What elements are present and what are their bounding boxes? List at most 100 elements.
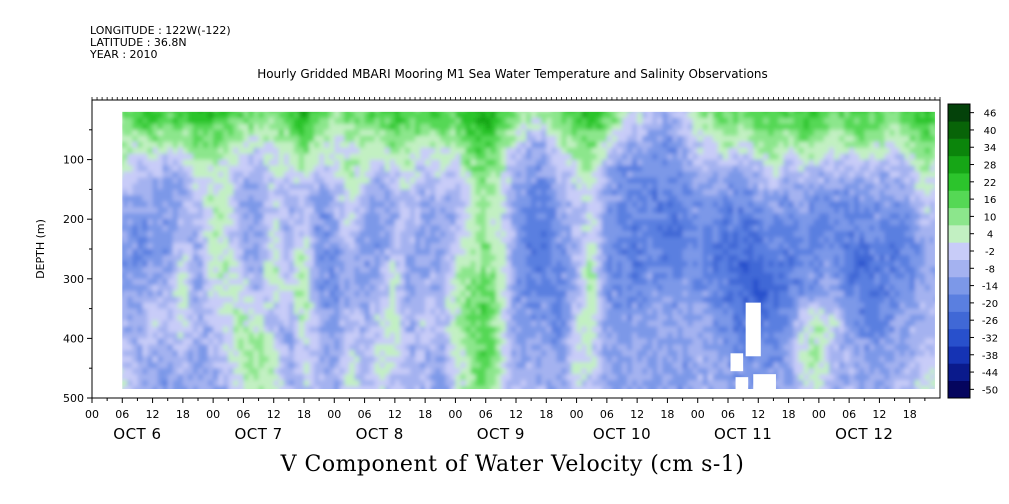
heatmap-cell <box>122 254 123 262</box>
heatmap-cell <box>127 207 133 214</box>
heatmap-cell <box>203 326 209 334</box>
heatmap-cell <box>601 111 608 119</box>
heatmap-cell <box>531 272 537 280</box>
heatmap-cell <box>384 243 391 250</box>
heatmap-cell <box>611 153 618 161</box>
heatmap-cell <box>339 219 345 226</box>
chart-title-text: Hourly Gridded MBARI Mooring M1 Sea Wate… <box>257 67 768 81</box>
heatmap-cell <box>510 213 517 220</box>
heatmap-cell <box>435 117 441 125</box>
heatmap-cell <box>450 123 457 131</box>
heatmap-cell <box>430 368 436 375</box>
heatmap-cell <box>399 195 406 202</box>
heatmap-cell <box>374 368 381 375</box>
heatmap-cell <box>440 231 446 238</box>
heatmap-cell <box>263 344 270 351</box>
heatmap-cell <box>344 201 351 208</box>
heatmap-cell <box>616 308 623 316</box>
heatmap-cell <box>238 225 245 232</box>
heatmap-cell <box>354 123 361 131</box>
heatmap-cell <box>445 320 451 328</box>
heatmap-cell <box>591 213 598 220</box>
heatmap-cell <box>455 237 462 244</box>
heatmap-cell <box>586 189 593 196</box>
heatmap-cell <box>591 374 598 381</box>
heatmap-cell <box>374 159 381 167</box>
heatmap-cell <box>147 338 154 345</box>
heatmap-cell <box>319 165 325 173</box>
heatmap-cell <box>314 266 320 274</box>
heatmap-cell <box>304 219 310 226</box>
heatmap-cell <box>258 165 265 173</box>
heatmap-cell <box>566 141 573 149</box>
heatmap-cell <box>374 207 381 214</box>
heatmap-cell <box>596 350 603 357</box>
heatmap-cell <box>344 368 351 375</box>
heatmap-cell <box>465 165 472 173</box>
heatmap-cell <box>622 219 628 226</box>
heatmap-cell <box>526 338 532 345</box>
heatmap-cell <box>273 380 280 387</box>
heatmap-cell <box>278 123 285 131</box>
heatmap-cell <box>147 225 154 232</box>
heatmap-cell <box>364 326 371 334</box>
heatmap-cell <box>182 308 189 316</box>
heatmap-cell <box>187 386 194 390</box>
heatmap-cell <box>298 332 305 339</box>
heatmap-cell <box>364 165 371 173</box>
heatmap-cell <box>278 111 285 119</box>
heatmap-cell <box>480 213 487 220</box>
heatmap-cell <box>273 201 280 208</box>
heatmap-cell <box>187 290 194 298</box>
heatmap-cell <box>485 296 492 304</box>
heatmap-cell <box>445 189 451 196</box>
heatmap-cell <box>223 219 229 226</box>
heatmap-cell <box>208 129 214 137</box>
heatmap-cell <box>399 129 406 137</box>
heatmap-cell <box>601 117 608 125</box>
heatmap-cell <box>187 237 194 244</box>
heatmap-cell <box>521 374 527 381</box>
heatmap-cell <box>324 201 330 208</box>
heatmap-cell <box>243 231 250 238</box>
heatmap-cell <box>440 183 446 190</box>
heatmap-cell <box>586 177 593 185</box>
heatmap-cell <box>500 380 507 387</box>
heatmap-cell <box>263 278 270 286</box>
heatmap-cell <box>334 135 340 143</box>
heatmap-cell <box>566 177 573 185</box>
heatmap-cell <box>182 368 189 375</box>
heatmap-cell <box>354 314 361 322</box>
heatmap-cell <box>258 362 265 369</box>
heatmap-cell <box>253 189 260 196</box>
heatmap-cell <box>223 231 229 238</box>
heatmap-cell <box>571 356 578 363</box>
heatmap-cell <box>324 117 330 125</box>
heatmap-cell <box>238 171 245 179</box>
heatmap-cell <box>182 165 189 173</box>
heatmap-cell <box>233 225 239 232</box>
heatmap-cell <box>198 314 204 322</box>
heatmap-cell <box>238 129 245 137</box>
heatmap-cell <box>349 344 356 351</box>
heatmap-cell <box>566 314 573 322</box>
heatmap-cell <box>389 189 396 196</box>
heatmap-cell <box>561 320 568 328</box>
heatmap-cell <box>581 380 588 387</box>
heatmap-cell <box>581 141 588 149</box>
heatmap-cell <box>389 284 396 292</box>
heatmap-cell <box>314 302 320 310</box>
heatmap-cell <box>132 308 139 316</box>
heatmap-cell <box>616 135 623 143</box>
heatmap-cell <box>228 129 234 137</box>
heatmap-cell <box>359 183 366 190</box>
heatmap-cell <box>531 243 537 250</box>
heatmap-cell <box>586 290 593 298</box>
heatmap-cell <box>389 362 396 369</box>
heatmap-cell <box>556 296 563 304</box>
heatmap-cell <box>132 135 139 143</box>
heatmap-cell <box>208 165 214 173</box>
heatmap-cell <box>465 135 472 143</box>
heatmap-cell <box>228 219 234 226</box>
heatmap-cell <box>415 231 421 238</box>
